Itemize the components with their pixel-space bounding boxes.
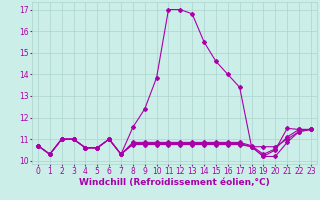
X-axis label: Windchill (Refroidissement éolien,°C): Windchill (Refroidissement éolien,°C) (79, 178, 270, 187)
